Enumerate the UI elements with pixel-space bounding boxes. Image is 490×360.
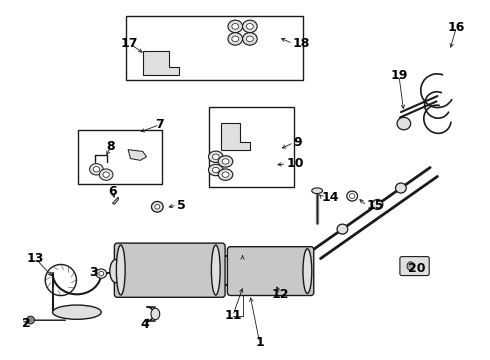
Ellipse shape [407,262,415,270]
Bar [125,16,303,80]
Ellipse shape [228,20,243,33]
Ellipse shape [222,159,229,164]
Text: 19: 19 [390,69,408,82]
Ellipse shape [397,117,411,130]
Ellipse shape [99,271,104,276]
FancyBboxPatch shape [227,247,314,296]
Bar [78,130,162,184]
Ellipse shape [103,172,109,177]
Ellipse shape [208,164,223,176]
Ellipse shape [212,167,219,173]
Ellipse shape [395,183,406,193]
Text: 2: 2 [23,317,31,330]
Text: 3: 3 [90,266,98,279]
Text: 11: 11 [224,309,242,322]
Ellipse shape [228,33,243,45]
Text: 7: 7 [155,118,164,131]
Text: 12: 12 [271,288,289,301]
Ellipse shape [90,163,103,175]
Ellipse shape [303,249,312,293]
Text: 4: 4 [141,318,149,331]
Ellipse shape [246,23,253,29]
Ellipse shape [372,199,383,210]
Ellipse shape [243,20,257,33]
FancyBboxPatch shape [114,243,225,297]
Ellipse shape [52,305,101,319]
Polygon shape [113,197,118,204]
Ellipse shape [151,202,163,212]
Ellipse shape [337,224,348,234]
Ellipse shape [312,188,322,194]
Ellipse shape [218,156,233,167]
Text: 18: 18 [293,37,310,50]
Ellipse shape [116,245,125,295]
Text: 1: 1 [255,336,264,349]
Ellipse shape [211,245,220,295]
Ellipse shape [243,33,257,45]
Ellipse shape [155,204,160,209]
Text: 16: 16 [448,21,465,33]
Text: 10: 10 [287,157,304,170]
Ellipse shape [208,151,223,162]
Circle shape [27,316,34,324]
Text: 13: 13 [27,252,44,265]
Text: 20: 20 [408,262,425,275]
Ellipse shape [218,169,233,180]
Ellipse shape [232,23,239,29]
Bar [209,107,294,187]
Text: 14: 14 [322,191,340,204]
Ellipse shape [99,169,113,180]
Text: 15: 15 [367,199,384,212]
Ellipse shape [232,36,239,42]
Ellipse shape [151,308,160,320]
Text: 9: 9 [294,136,302,149]
Polygon shape [128,150,147,160]
Ellipse shape [246,36,253,42]
Text: 8: 8 [107,140,115,153]
Polygon shape [220,123,250,150]
Ellipse shape [110,260,122,283]
Polygon shape [143,51,179,75]
Ellipse shape [96,269,107,278]
Ellipse shape [222,172,229,177]
Ellipse shape [212,154,219,159]
Text: 5: 5 [177,198,186,212]
Text: 6: 6 [108,185,117,198]
Text: 17: 17 [121,37,138,50]
Ellipse shape [93,167,99,172]
FancyBboxPatch shape [400,257,429,275]
